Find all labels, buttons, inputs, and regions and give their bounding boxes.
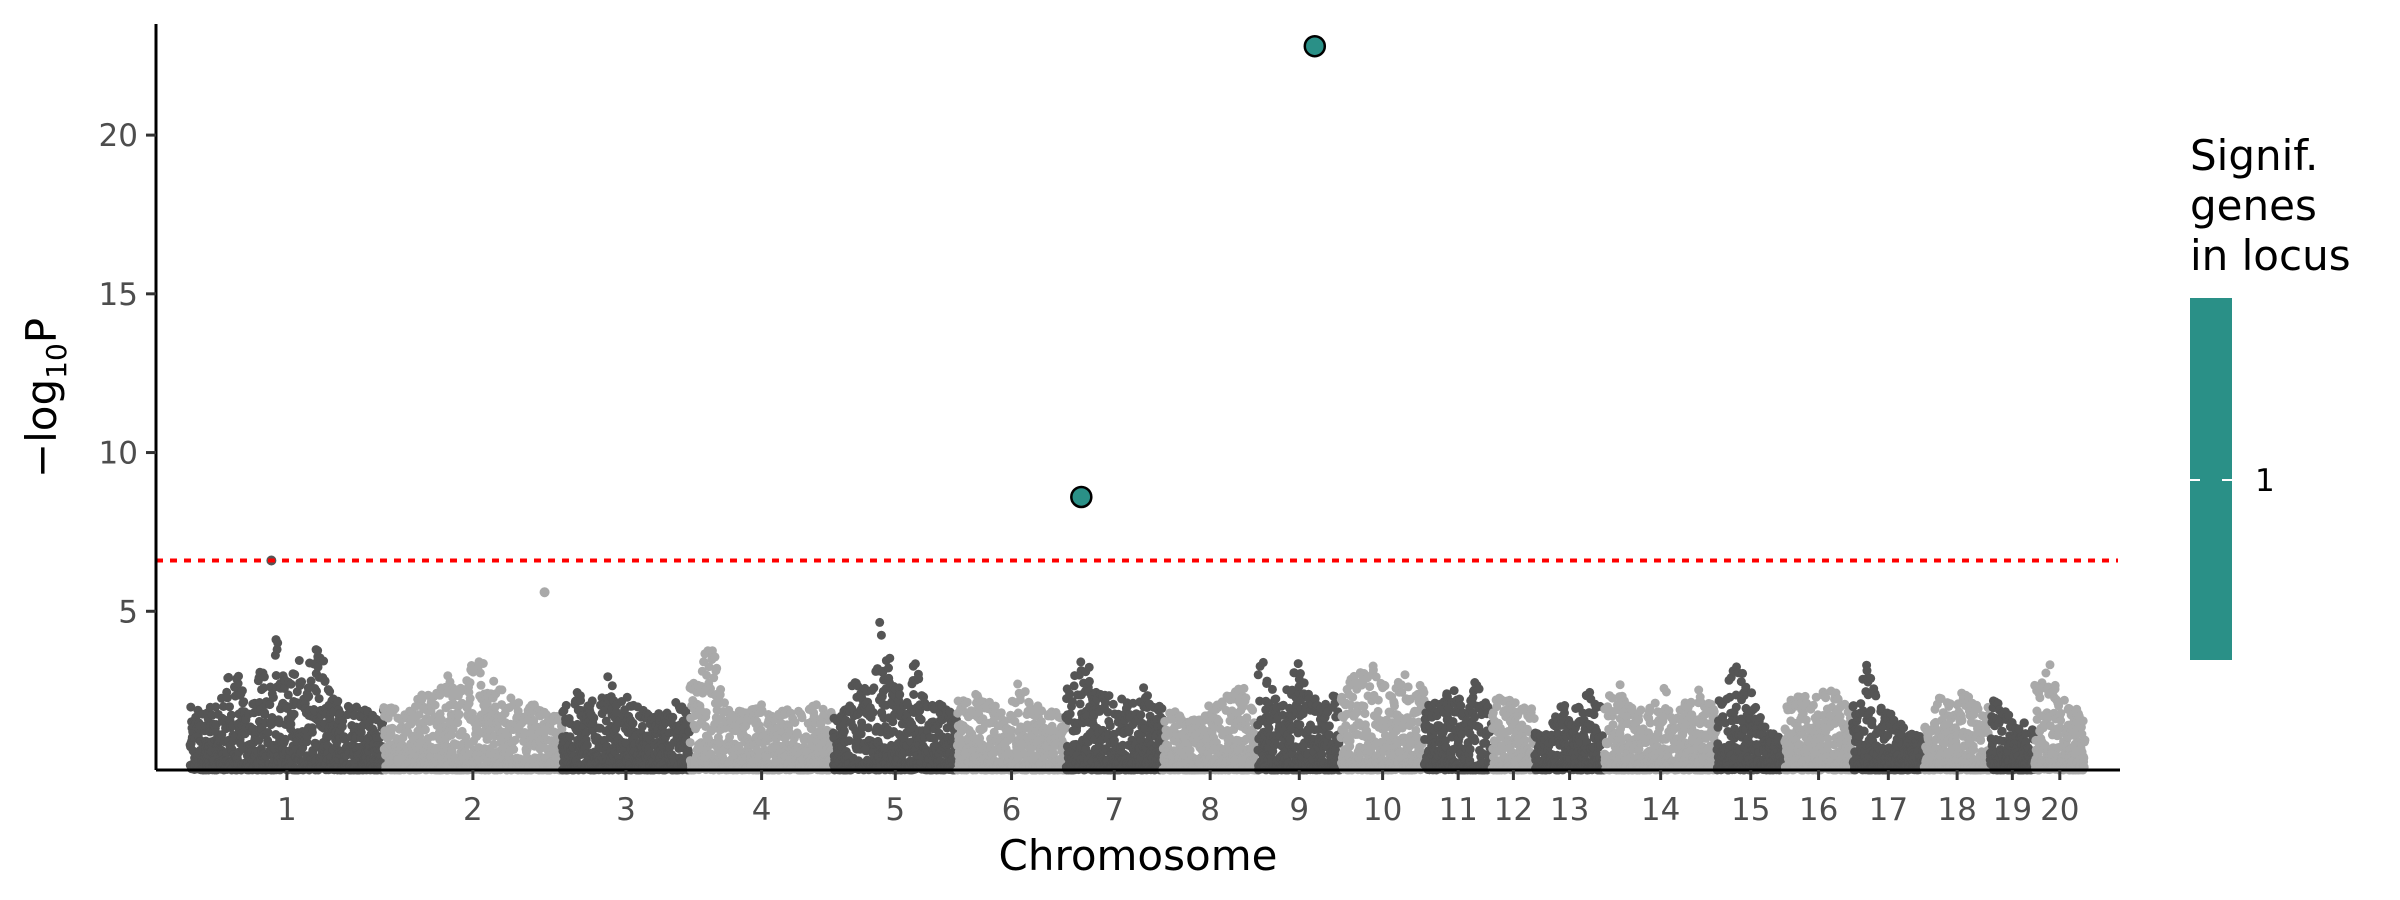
chromosome-16-points	[1780, 686, 1857, 775]
x-tick-label-chr-14: 14	[1641, 792, 1680, 828]
chromosome-6-points	[952, 679, 1071, 775]
chromosome-7-points	[1061, 657, 1168, 775]
legend-title: Signif. genes in locus	[2190, 131, 2351, 280]
legend-title-line-1: Signif.	[2190, 131, 2318, 180]
x-tick-label-chr-9: 9	[1289, 792, 1309, 828]
x-tick-label-chr-10: 10	[1363, 792, 1402, 828]
x-tick-label-chr-8: 8	[1200, 792, 1220, 828]
chromosome-1-points	[185, 635, 389, 775]
chromosome-13-points	[1530, 687, 1609, 775]
significant-point-chr-6	[1070, 485, 1093, 509]
x-tick-label-chr-16: 16	[1799, 792, 1838, 828]
chromosome-5-points	[828, 617, 962, 775]
legend-title-line-3: in locus	[2190, 231, 2351, 280]
y-axis-title: −log10P	[17, 318, 73, 478]
y-axis-title-suffix: P	[17, 318, 66, 343]
chromosome-15-points	[1712, 662, 1790, 775]
y-tick-label: 5	[118, 594, 138, 630]
legend: Signif. genes in locus 1	[2190, 131, 2351, 660]
x-axis-title: Chromosome	[999, 831, 1278, 880]
x-tick-label-chr-15: 15	[1731, 792, 1770, 828]
x-tick-label-chr-5: 5	[885, 792, 905, 828]
chromosome-18-points	[1919, 688, 1995, 775]
x-tick-label-chr-18: 18	[1937, 792, 1976, 828]
y-tick-label: 10	[99, 436, 138, 472]
y-tick-label: 20	[99, 118, 138, 154]
x-tick-label-chr-17: 17	[1869, 792, 1908, 828]
chromosome-8-points	[1158, 683, 1262, 775]
x-tick-label-chr-11: 11	[1438, 792, 1477, 828]
y-axis-title-main: −log	[17, 379, 66, 478]
x-tick-label-chr-6: 6	[1002, 792, 1022, 828]
x-tick-label-chr-4: 4	[752, 792, 772, 828]
chromosome-3-points	[557, 672, 695, 775]
x-tick-label-chr-19: 19	[1993, 792, 2032, 828]
data-points-layer	[185, 555, 2090, 775]
y-axis-title-subscript: 10	[40, 343, 73, 379]
x-tick-label-chr-13: 13	[1550, 792, 1589, 828]
x-axis-ticks: 1 2 3 4 5 6 7 8 9 10 11 12 13 14 15 16 17 18 19 20	[277, 770, 2080, 828]
y-axis-ticks: 5 10 15 20	[99, 118, 156, 630]
chromosome-14-points	[1600, 680, 1722, 775]
x-tick-label-chr-3: 3	[616, 792, 636, 828]
significant-point-chr-9	[1303, 34, 1327, 58]
legend-label-1: 1	[2255, 463, 2275, 499]
x-tick-label-chr-2: 2	[463, 792, 483, 828]
x-tick-label-chr-1: 1	[277, 792, 297, 828]
significant-points-layer	[1070, 34, 1327, 509]
chromosome-10-points	[1336, 661, 1429, 775]
chromosome-20-points	[2030, 660, 2090, 775]
legend-title-line-2: genes	[2190, 181, 2317, 230]
chromosome-17-points	[1848, 660, 1929, 775]
x-tick-label-chr-7: 7	[1104, 792, 1124, 828]
chromosome-9-points	[1253, 657, 1346, 775]
y-tick-label: 15	[99, 277, 138, 313]
chromosome-11-points	[1419, 678, 1497, 775]
x-tick-label-chr-20: 20	[2040, 792, 2079, 828]
isolated-point	[539, 587, 550, 598]
x-tick-label-chr-12: 12	[1494, 792, 1533, 828]
chromosome-4-points	[685, 646, 838, 775]
chromosome-2-points	[379, 657, 567, 775]
